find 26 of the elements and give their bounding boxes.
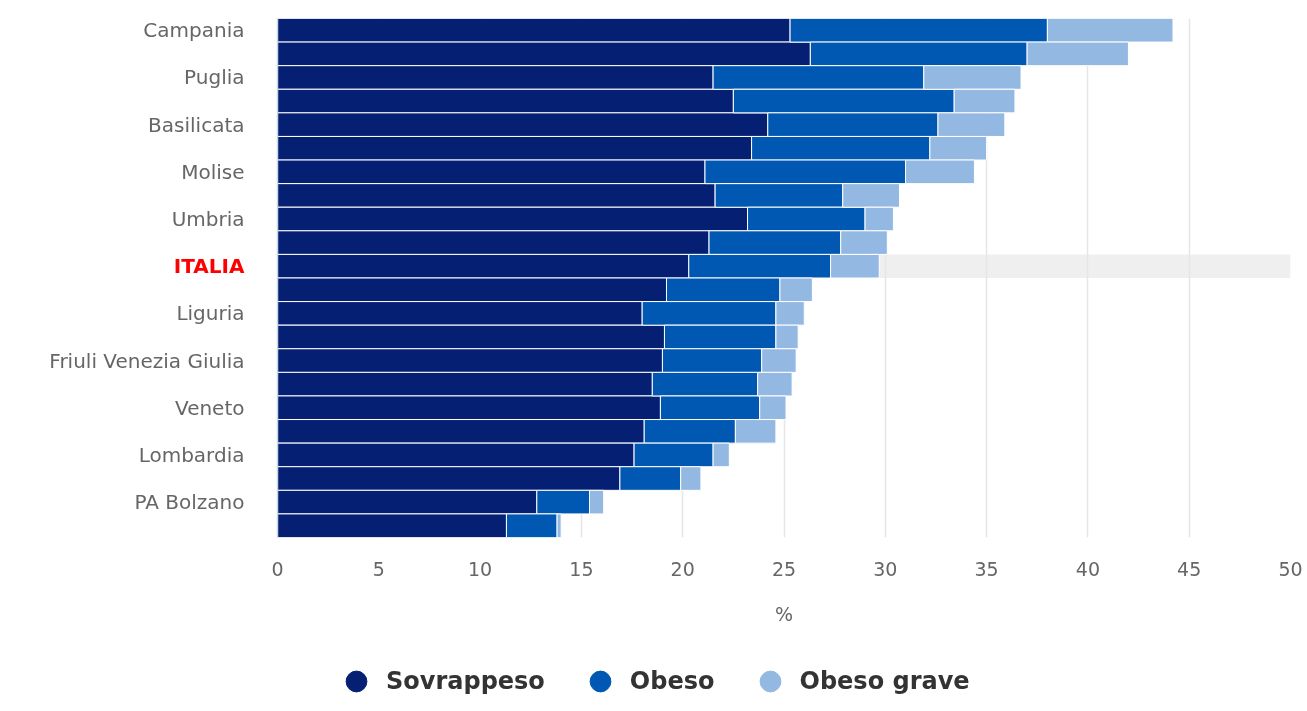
x-tick-label: 15	[569, 557, 594, 580]
x-tick-label: 0	[271, 557, 284, 580]
x-tick-label: 40	[1075, 557, 1100, 580]
y-tick-label: Veneto	[175, 395, 245, 420]
x-axis-title: %	[774, 602, 794, 625]
x-tick-label: 30	[873, 557, 898, 580]
x-tick-label: 20	[670, 557, 695, 580]
y-tick-label: ITALIA	[173, 254, 246, 279]
legend-label: Sovrappeso	[386, 667, 545, 695]
y-tick-label: Basilicata	[148, 112, 245, 137]
legend-label: Obeso grave	[799, 667, 970, 695]
x-tick-label: 25	[771, 557, 797, 580]
y-tick-label: Friuli Venezia Giulia	[49, 348, 245, 373]
x-tick-label: 45	[1177, 557, 1202, 580]
y-tick-label: Molise	[181, 159, 245, 184]
x-tick-label: 5	[372, 557, 385, 580]
y-tick-label: Campania	[143, 18, 245, 43]
y-tick-label: Lombardia	[138, 442, 245, 467]
x-tick-label: 50	[1278, 557, 1303, 580]
y-tick-label: Puglia	[184, 65, 245, 90]
y-tick-label: PA Bolzano	[134, 490, 245, 515]
x-tick-label: 35	[974, 557, 999, 580]
y-tick-label: Umbria	[171, 207, 245, 232]
y-tick-label: Liguria	[176, 301, 245, 326]
x-tick-label: 10	[468, 557, 493, 580]
legend-label: Obeso	[629, 667, 715, 695]
